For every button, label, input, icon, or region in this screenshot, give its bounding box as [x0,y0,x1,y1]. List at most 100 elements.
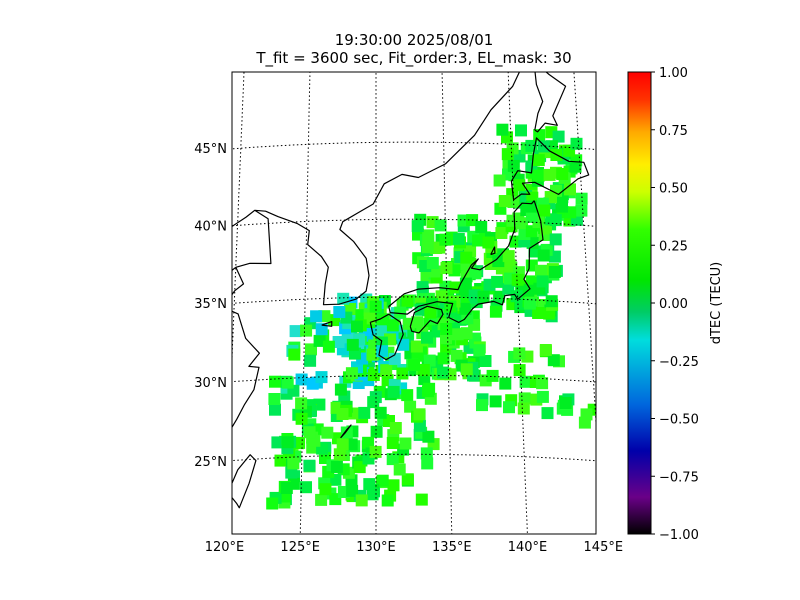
dtec-cell [315,323,328,336]
dtec-cell [381,494,394,507]
dtec-cell [387,385,400,398]
dtec-cell [486,369,499,382]
dtec-cell [295,397,308,410]
dtec-cell [556,200,568,213]
dtec-cell [345,367,358,380]
dtec-cell [315,493,328,506]
dtec-cell [473,344,486,357]
dtec-cell [421,331,433,344]
dtec-cell [507,159,520,172]
dtec-cell [404,400,417,413]
coast-china-east [232,209,256,272]
dtec-cell [449,281,462,294]
dtec-cell [502,250,515,263]
dtec-cell [535,264,547,277]
colorbar-tick-label: −0.25 [659,355,699,370]
dtec-cell [541,407,554,420]
dtec-cell [355,494,368,507]
meridian-125 [299,72,311,534]
dtec-cell [416,281,429,294]
dtec-cell [386,453,399,466]
dtec-cell [393,463,406,476]
dtec-cell [394,306,407,319]
dtec-cell [401,389,414,402]
lon-tick-label: 145°E [584,540,624,555]
dtec-cell [280,482,293,494]
lon-tick-label: 130°E [356,540,396,555]
dtec-cell [358,406,371,419]
dtec-cell [498,195,511,207]
dtec-cell [334,383,347,396]
meridian-135 [441,72,453,534]
map-title-parameters: T_fit = 3600 sec, Fit_order:3, EL_mask: … [256,49,572,67]
dtec-cell [503,259,516,272]
dtec-cell [538,204,551,217]
dtec-cell [570,137,583,150]
dtec-cell [439,233,452,246]
dtec-cell [420,447,433,460]
dtec-data-cells [266,123,596,510]
dtec-cell [271,436,284,449]
dtec-cell [369,445,382,458]
dtec-cell [461,312,474,325]
dtec-cell [489,305,502,318]
dtec-cell [575,204,588,217]
dtec-cell [422,229,435,242]
dtec-cell [510,290,523,303]
latitude-tick-labels: 25°N 30°N 35°N 40°N 45°N [194,142,227,470]
coastlines [232,72,590,509]
dtec-cell [268,393,281,405]
lat-tick-label: 40°N [194,219,227,234]
dtec-cell [575,192,588,205]
lon-tick-label: 125°E [280,540,320,555]
parallel-45 [232,141,596,150]
colorbar-tick-label: 0.25 [659,239,688,254]
dtec-cell [424,306,437,319]
dtec-cell [321,426,334,439]
dtec-cell [543,168,556,181]
dtec-cell [496,123,509,136]
colorbar-tick-label: 0.50 [659,182,688,197]
dtec-cell [518,392,531,405]
map-frame [231,71,597,535]
dtec-cell [492,255,505,268]
dtec-cell [346,484,359,497]
dtec-cell [477,290,490,303]
dtec-cell [313,334,326,347]
dtec-cell [547,354,560,367]
dtec-cell [374,324,387,337]
colorbar-tick-label: −0.75 [659,470,699,485]
dtec-cell [322,340,335,353]
dtec-cell [413,419,426,432]
dtec-cell [295,373,308,386]
dtec-cell [310,310,323,323]
dtec-cell [289,325,302,338]
dtec-cell [401,473,414,486]
dtec-cell [515,124,527,137]
coast-china-south [232,267,260,429]
dtec-cell [303,459,316,472]
dtec-cell [532,307,545,319]
meridian-140 [507,72,528,534]
dtec-cell [387,479,400,492]
dtec-cell [469,267,482,280]
dtec-cell [501,148,514,161]
colorbar-tick-label: 0.00 [659,297,688,312]
parallel-35 [232,296,596,305]
dtec-cell [410,340,423,353]
dtec-cell [423,382,436,395]
dtec-cell [536,390,549,403]
coast-sado [490,246,496,256]
lon-tick-label: 135°E [432,540,472,555]
dtec-cell [300,324,313,337]
dtec-cell [346,338,359,351]
dtec-cell [479,355,492,367]
dtec-cell [315,371,328,384]
dtec-cell [396,367,409,380]
map-title-time: 19:30:00 2025/08/01 [334,31,494,49]
dtec-cell [386,437,399,449]
dtec-cell [549,233,562,246]
dtec-cell [513,364,526,377]
lon-tick-label: 120°E [205,540,245,555]
dtec-cell [376,345,389,358]
